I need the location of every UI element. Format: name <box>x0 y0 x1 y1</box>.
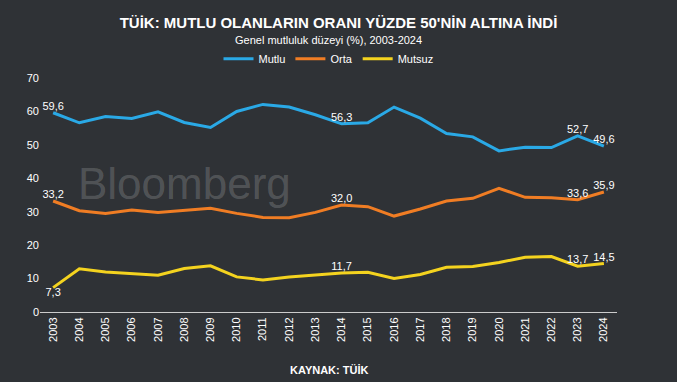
svg-text:13,7: 13,7 <box>567 253 588 265</box>
svg-text:7,3: 7,3 <box>45 286 60 298</box>
svg-text:Orta: Orta <box>330 53 352 65</box>
svg-text:10: 10 <box>27 272 39 284</box>
svg-text:59,6: 59,6 <box>42 100 63 112</box>
svg-text:2016: 2016 <box>388 317 400 341</box>
svg-text:2004: 2004 <box>73 317 85 341</box>
svg-text:56,3: 56,3 <box>331 111 352 123</box>
svg-text:20: 20 <box>27 239 39 251</box>
svg-text:49,6: 49,6 <box>593 133 614 145</box>
svg-text:2009: 2009 <box>204 317 216 341</box>
svg-text:2005: 2005 <box>99 317 111 341</box>
svg-text:14,5: 14,5 <box>593 251 614 263</box>
svg-text:33,6: 33,6 <box>567 187 588 199</box>
svg-text:2022: 2022 <box>545 317 557 341</box>
svg-text:2003: 2003 <box>47 317 59 341</box>
svg-text:Genel mutluluk düzeyi (%), 200: Genel mutluluk düzeyi (%), 2003-2024 <box>235 34 422 46</box>
svg-text:35,9: 35,9 <box>593 179 614 191</box>
svg-text:33,2: 33,2 <box>42 188 63 200</box>
svg-text:2014: 2014 <box>335 317 347 341</box>
svg-text:KAYNAK: TÜİK: KAYNAK: TÜİK <box>290 364 368 376</box>
svg-text:0: 0 <box>33 306 39 318</box>
svg-text:2013: 2013 <box>309 317 321 341</box>
svg-text:2019: 2019 <box>466 317 478 341</box>
svg-text:TÜİK: MUTLU OLANLARIN ORANI YÜ: TÜİK: MUTLU OLANLARIN ORANI YÜZDE 50'NİN… <box>120 14 558 31</box>
svg-text:30: 30 <box>27 206 39 218</box>
svg-text:50: 50 <box>27 139 39 151</box>
svg-text:Mutsuz: Mutsuz <box>398 53 433 65</box>
svg-text:32,0: 32,0 <box>331 192 352 204</box>
svg-text:Mutlu: Mutlu <box>259 53 286 65</box>
svg-text:2018: 2018 <box>440 317 452 341</box>
svg-text:2021: 2021 <box>519 317 531 341</box>
svg-text:2015: 2015 <box>361 317 373 341</box>
svg-text:2017: 2017 <box>414 317 426 341</box>
svg-text:2012: 2012 <box>283 317 295 341</box>
svg-text:11,7: 11,7 <box>331 260 352 272</box>
svg-text:2020: 2020 <box>493 317 505 341</box>
svg-text:2006: 2006 <box>125 317 137 341</box>
svg-text:2024: 2024 <box>597 317 609 341</box>
svg-text:2010: 2010 <box>230 317 242 341</box>
svg-text:Bloomberg: Bloomberg <box>78 159 291 208</box>
svg-text:2008: 2008 <box>178 317 190 341</box>
svg-text:70: 70 <box>27 72 39 84</box>
svg-text:60: 60 <box>27 105 39 117</box>
svg-text:2011: 2011 <box>257 317 269 341</box>
svg-text:2023: 2023 <box>571 317 583 341</box>
svg-text:52,7: 52,7 <box>567 123 588 135</box>
svg-text:40: 40 <box>27 172 39 184</box>
svg-text:2007: 2007 <box>152 317 164 341</box>
